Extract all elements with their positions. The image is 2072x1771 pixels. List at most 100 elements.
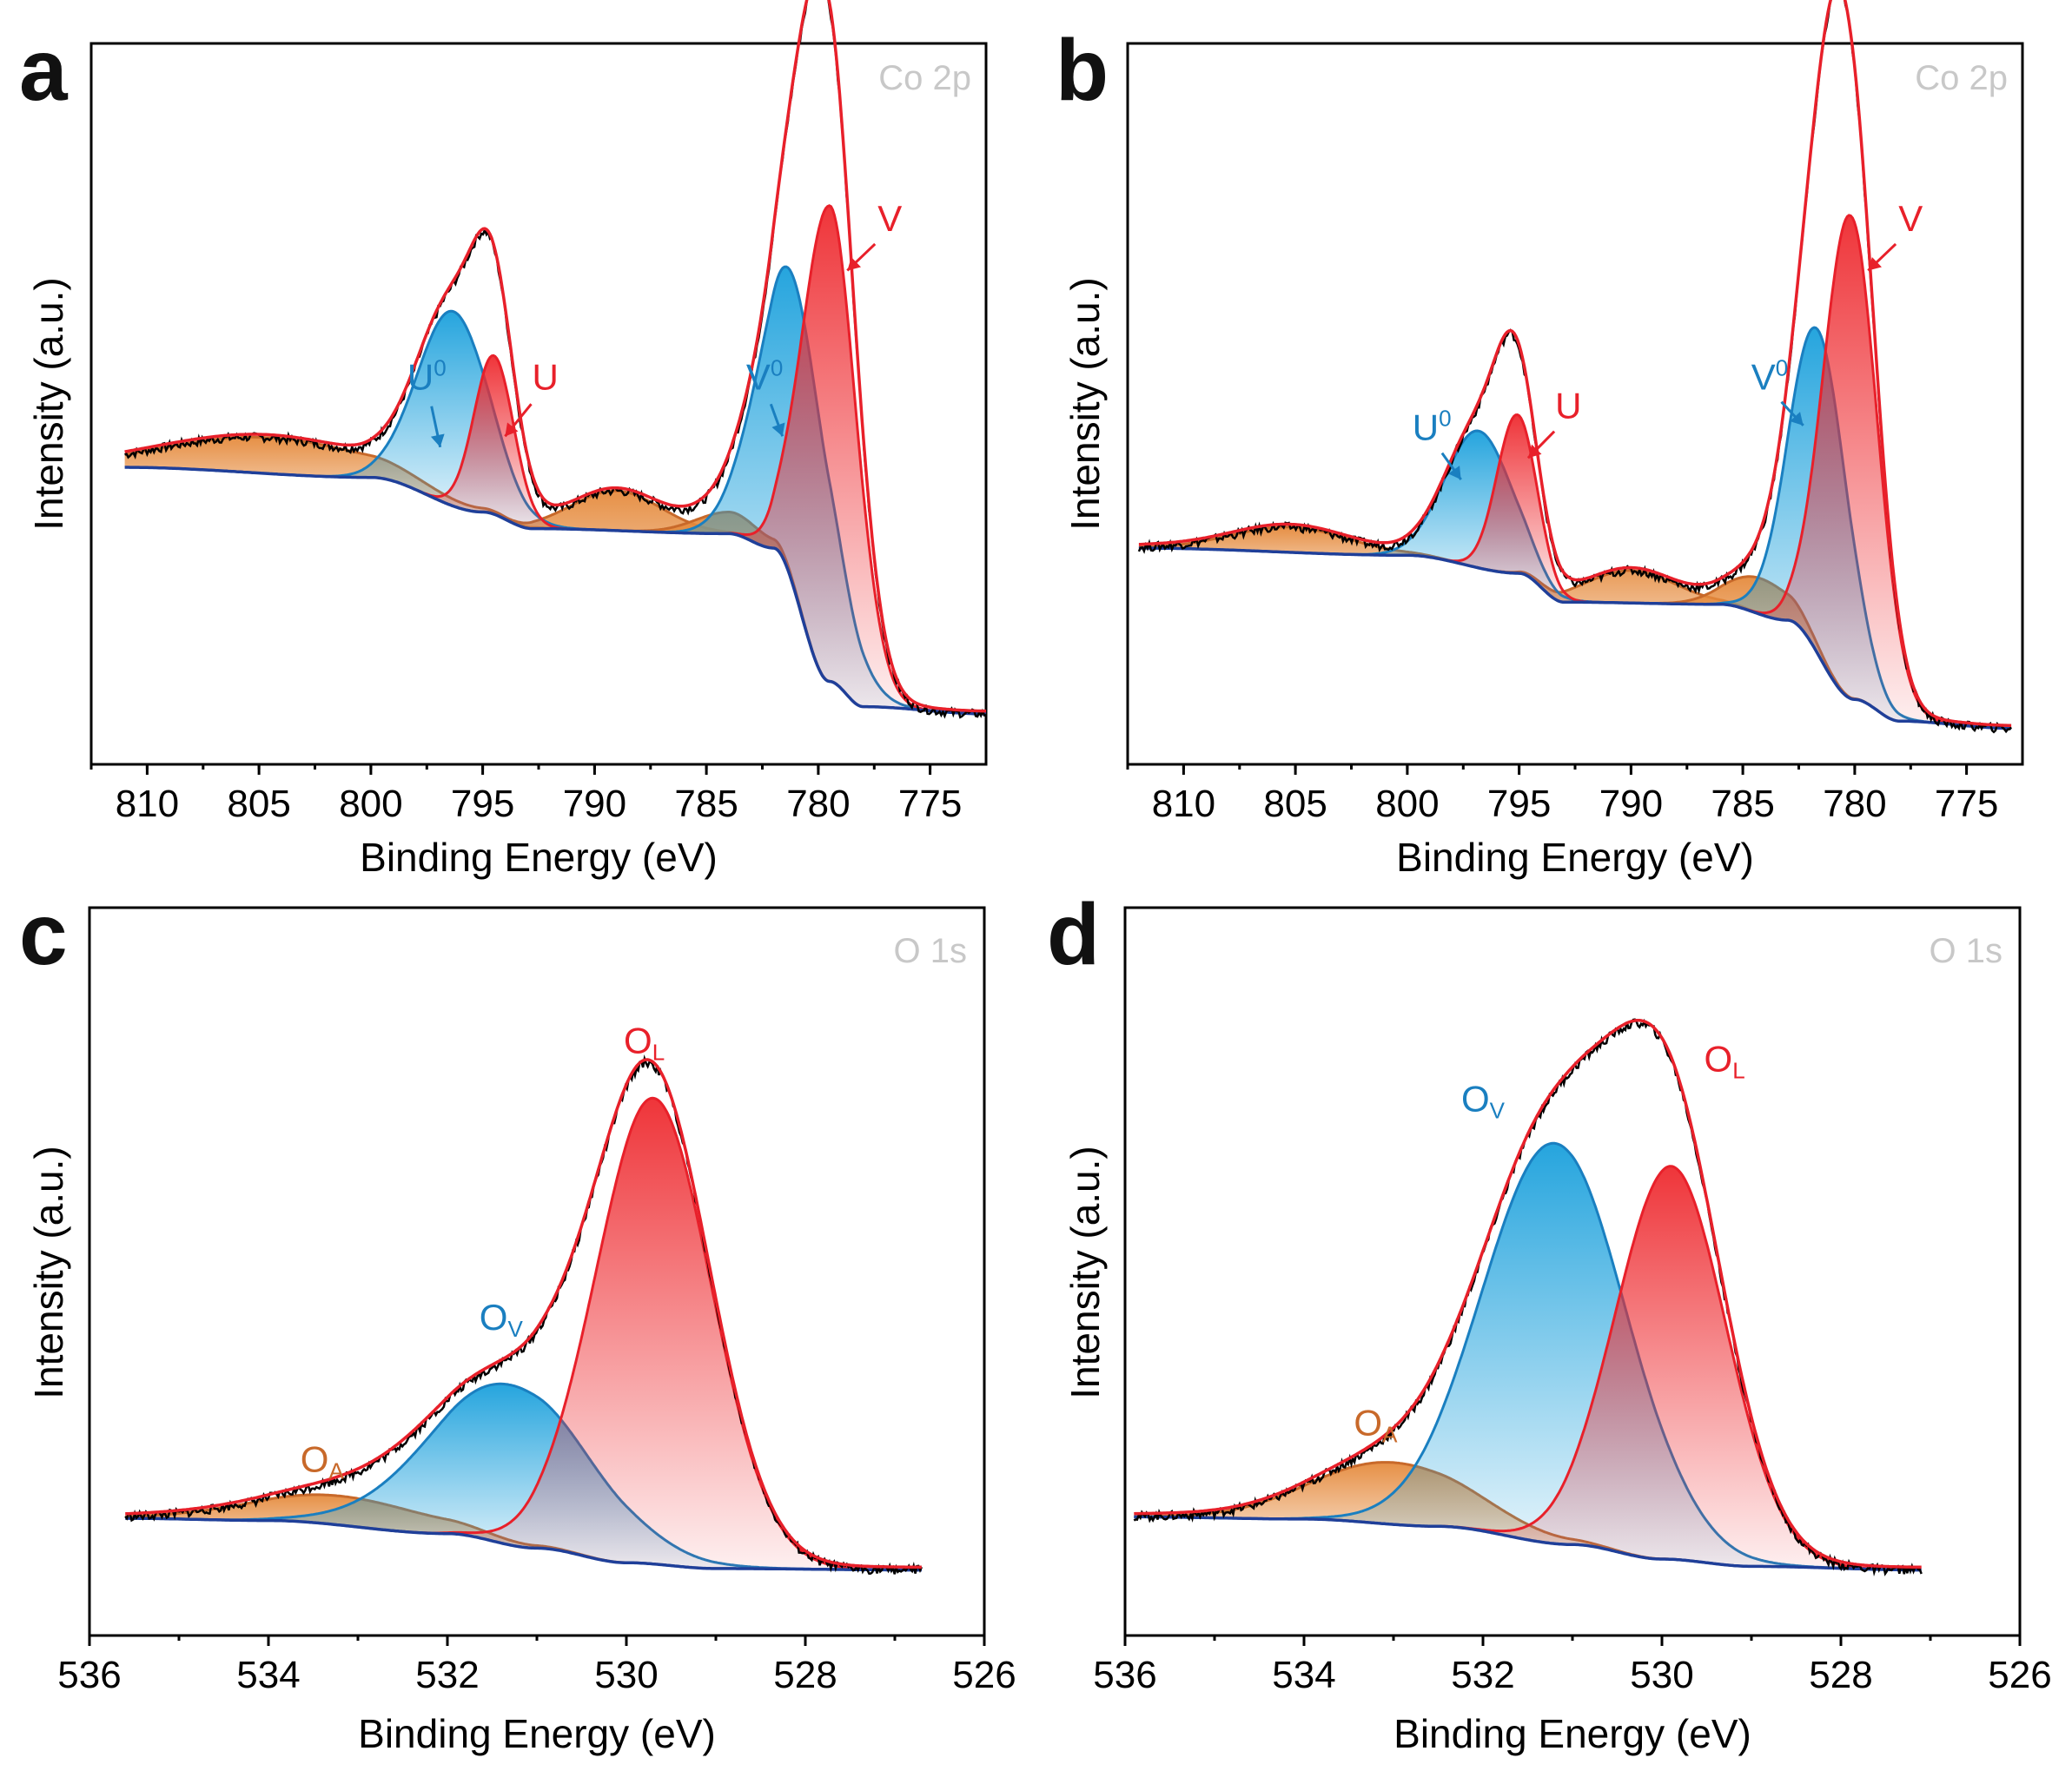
x-tick-label: 785 [1711,783,1774,825]
x-axis-label: Binding Energy (eV) [358,1711,716,1756]
panel-tag: O 1s [894,932,967,970]
x-tick-label: 530 [1630,1654,1693,1696]
x-tick-label: 775 [1935,783,1998,825]
component-line-U [1427,413,1607,605]
x-tick-label: 785 [674,783,738,825]
x-tick-label: 780 [786,783,850,825]
x-tick-label: 532 [415,1654,479,1696]
panel-c: OA OV OL 536 534 532 530 528 526 c O 1s Binding… [19,886,1016,1756]
peak-label-sub: L [1732,1058,1744,1084]
component-fill-U0 [1328,431,1630,604]
x-tick-label: 536 [1093,1654,1156,1696]
peak-label-U: U [533,356,559,397]
y-axis-label: Intensity (a.u.) [1062,1146,1108,1398]
x-ticks: 810 805 800 795 790 785 780 775 [89,764,962,825]
peak-label-sup: 0 [1776,354,1788,380]
spectrum-layer: OA OV OL [1133,1018,1923,1576]
envelope-line [1134,1018,1922,1569]
panel-a: U0 U V0V 810 805 800 795 790 785 780 775 a Co 2p … [19,0,988,880]
y-axis-label: Intensity (a.u.) [26,277,71,530]
x-tick-label: 810 [116,783,179,825]
peak-arrowhead-V0 [771,422,785,437]
peak-label-OA: OA [301,1439,345,1484]
x-tick-label: 775 [898,783,962,825]
spectrum-layer: OA OV OL [124,1021,923,1575]
peak-label-U: U [1555,386,1581,426]
x-tick-label: 805 [1263,783,1327,825]
y-axis-label: Intensity (a.u.) [1062,277,1108,530]
peak-label-Ov: OV [480,1297,524,1342]
peak-arrowhead-V0 [1790,412,1804,426]
x-tick-label: 530 [594,1654,658,1696]
component-fill-OL [393,1098,914,1570]
x-ticks: 810 805 800 795 790 785 780 775 [1126,764,1998,825]
peak-label-sup: 0 [771,354,783,380]
peak-label-sub: A [328,1458,344,1484]
peak-arrowhead-V [1868,256,1882,271]
x-tick-label: 795 [1487,783,1551,825]
x-tick-label: 795 [451,783,514,825]
background-line [124,466,986,716]
x-tick-label: 526 [952,1654,1016,1696]
x-tick-label: 800 [339,783,402,825]
envelope-line [1138,0,2012,727]
x-axis-label: Binding Energy (eV) [1393,1711,1751,1756]
component-fill-U0 [293,311,614,531]
component-fill-U [403,355,583,530]
envelope-line [125,1058,922,1569]
background-line [125,1517,922,1572]
peak-label-V0: V0 [1751,354,1788,397]
peak-label-sub: V [1490,1098,1506,1124]
peak-label-V0: V0 [746,354,783,397]
panel-letter: b [1056,22,1109,119]
y-axis-label: Intensity (a.u.) [26,1146,71,1398]
peak-label-sub: V [507,1316,523,1342]
peak-label-V: V [1898,198,1923,239]
peak-arrowhead-U0 [430,433,445,447]
peak-label-OL: OL [1705,1039,1745,1084]
panel-tag: Co 2p [1915,59,2008,97]
x-tick-label: 526 [1988,1654,2051,1696]
panel-d: OA OV OL 536 534 532 530 528 526 d O 1s Binding… [1047,886,2052,1756]
peak-label-sup: 0 [434,354,446,380]
panel-tag: Co 2p [878,59,971,97]
peak-arrowhead-U [1527,444,1542,459]
peak-label-U0: U0 [1413,406,1452,448]
x-tick-label: 805 [227,783,290,825]
x-tick-label: 800 [1375,783,1439,825]
x-tick-label: 810 [1152,783,1215,825]
panel-letter: c [19,886,68,983]
panel-letter: d [1047,886,1100,983]
x-tick-label: 790 [563,783,626,825]
component-line-OL [1422,1165,1920,1572]
panel-letter: a [19,22,69,119]
x-tick-label: 532 [1451,1654,1514,1696]
x-ticks: 536 534 532 530 528 526 [57,1636,1016,1696]
background-line [1134,1515,1922,1572]
x-axis-label: Binding Energy (eV) [360,835,718,880]
x-axis-label: Binding Energy (eV) [1396,835,1754,880]
peak-label-sub: A [1382,1422,1398,1448]
peak-label-V: V [877,198,902,239]
peak-label-OA: OA [1354,1403,1398,1448]
x-tick-label: 528 [773,1654,837,1696]
x-ticks: 536 534 532 530 528 526 [1093,1636,2052,1696]
component-fill-V [1730,215,1969,726]
x-tick-label: 536 [57,1654,121,1696]
x-tick-label: 790 [1599,783,1663,825]
peak-label-sup: 0 [1439,406,1451,432]
component-fill-Ov [1233,1143,1877,1569]
component-line-U [403,354,583,531]
peak-arrowhead-U0 [1448,466,1461,480]
x-tick-label: 534 [236,1654,300,1696]
background-line [1138,546,2012,730]
envelope-line [124,0,986,713]
x-tick-label: 534 [1272,1654,1335,1696]
peak-label-Ov: OV [1461,1079,1506,1124]
spectrum-layer: U0 U V0 V [1137,0,2013,734]
component-line-U0 [293,309,614,532]
x-tick-label: 780 [1823,783,1886,825]
